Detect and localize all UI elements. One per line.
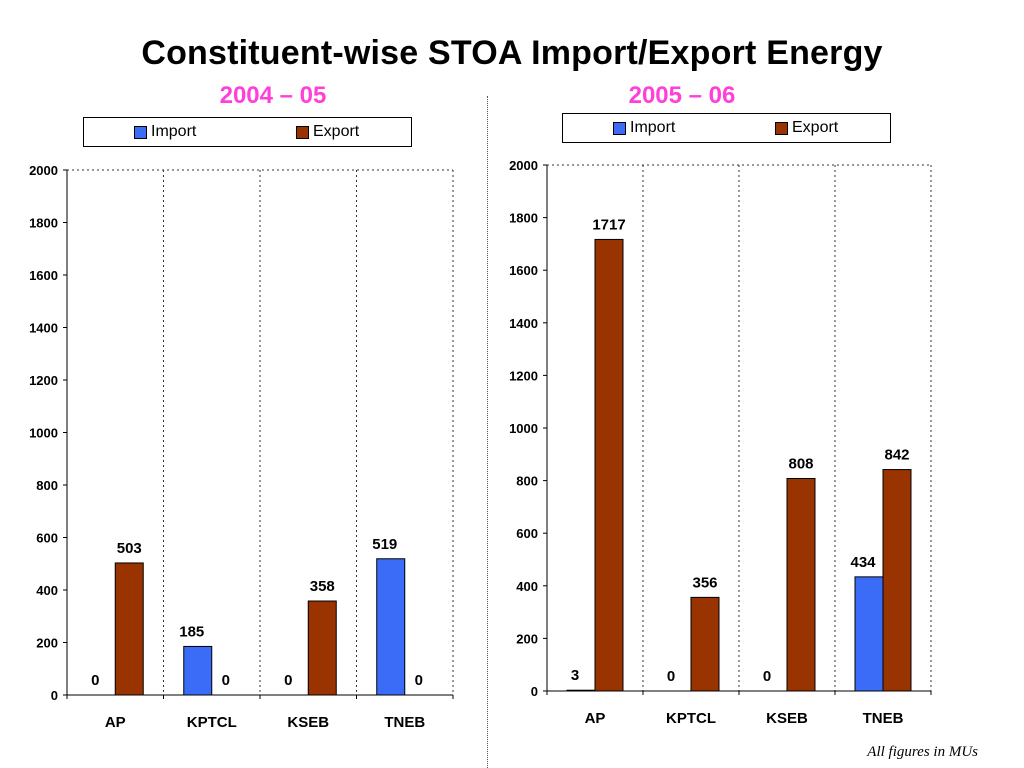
page-title: Constituent-wise STOA Import/Export Ener… xyxy=(141,34,883,72)
bar-export xyxy=(786,477,816,692)
legend-label-import: Import xyxy=(151,123,197,140)
data-label: 1717 xyxy=(592,216,625,233)
data-label: 3 xyxy=(571,667,579,684)
y-tick-label: 800 xyxy=(36,478,58,493)
y-tick-label: 1400 xyxy=(509,316,538,331)
x-tick-label: KSEB xyxy=(287,714,329,731)
data-label: 0 xyxy=(763,668,771,685)
y-tick-label: 2000 xyxy=(29,163,58,178)
export-swatch xyxy=(296,125,309,139)
x-tick-label: AP xyxy=(105,714,126,731)
chart-1-title: 2004 – 05 xyxy=(219,82,327,109)
data-label: 185 xyxy=(179,623,204,640)
bar-export xyxy=(307,600,337,696)
y-tick-label: 2000 xyxy=(509,158,538,173)
legend-item-export: Export xyxy=(775,119,838,137)
legend-label-export: Export xyxy=(792,119,839,136)
x-tick-label: TNEB xyxy=(863,710,904,727)
y-tick-label: 400 xyxy=(36,583,58,598)
data-label: 358 xyxy=(310,578,335,595)
chart-2-legend: Import Export xyxy=(562,113,891,143)
data-label: 808 xyxy=(788,455,813,472)
y-tick-label: 1600 xyxy=(29,268,58,283)
bar-import xyxy=(566,689,596,692)
x-tick-label: AP xyxy=(585,710,606,727)
export-swatch xyxy=(775,121,788,135)
y-tick-label: 1800 xyxy=(29,216,58,231)
legend-label-import: Import xyxy=(630,119,676,136)
data-label: 503 xyxy=(117,540,142,557)
y-tick-label: 1200 xyxy=(509,368,538,383)
chart-1-legend: Import Export xyxy=(83,117,412,147)
data-label: 434 xyxy=(850,554,876,571)
bar-export xyxy=(690,596,720,692)
legend-item-import: Import xyxy=(134,123,196,141)
legend-item-export: Export xyxy=(296,123,359,141)
y-tick-label: 200 xyxy=(516,631,538,646)
x-tick-label: KPTCL xyxy=(666,710,716,727)
data-label: 0 xyxy=(284,672,292,689)
y-tick-label: 800 xyxy=(516,474,538,489)
y-tick-label: 200 xyxy=(36,636,58,651)
x-tick-label: KSEB xyxy=(766,710,808,727)
x-tick-label: KPTCL xyxy=(187,714,237,731)
y-tick-label: 1000 xyxy=(509,421,538,436)
footnote: All figures in MUs xyxy=(867,744,978,760)
data-label: 519 xyxy=(372,536,397,553)
bar-export xyxy=(114,562,144,696)
data-label: 842 xyxy=(884,447,909,464)
bar-export xyxy=(594,238,624,692)
data-label: 0 xyxy=(222,672,230,689)
data-label: 0 xyxy=(91,672,99,689)
bar-import xyxy=(183,645,213,696)
y-tick-label: 1800 xyxy=(509,211,538,226)
legend-label-export: Export xyxy=(313,123,360,140)
data-label: 356 xyxy=(692,574,717,591)
bar-export xyxy=(882,469,912,692)
y-tick-label: 400 xyxy=(516,579,538,594)
chart-2-title: 2005 – 06 xyxy=(628,82,736,109)
data-label: 0 xyxy=(667,668,675,685)
y-tick-label: 1600 xyxy=(509,263,538,278)
bar-import xyxy=(854,576,884,692)
import-swatch xyxy=(613,121,626,135)
y-tick-label: 1200 xyxy=(29,373,58,388)
data-label: 0 xyxy=(415,672,423,689)
y-tick-label: 1400 xyxy=(29,321,58,336)
x-tick-label: TNEB xyxy=(384,714,425,731)
y-tick-label: 600 xyxy=(516,526,538,541)
bar-import xyxy=(376,558,406,696)
y-tick-label: 0 xyxy=(51,688,58,703)
legend-item-import: Import xyxy=(613,119,675,137)
y-tick-label: 0 xyxy=(531,684,538,699)
y-tick-label: 1000 xyxy=(29,426,58,441)
import-swatch xyxy=(134,125,147,139)
y-tick-label: 600 xyxy=(36,531,58,546)
chart-divider xyxy=(487,96,488,768)
